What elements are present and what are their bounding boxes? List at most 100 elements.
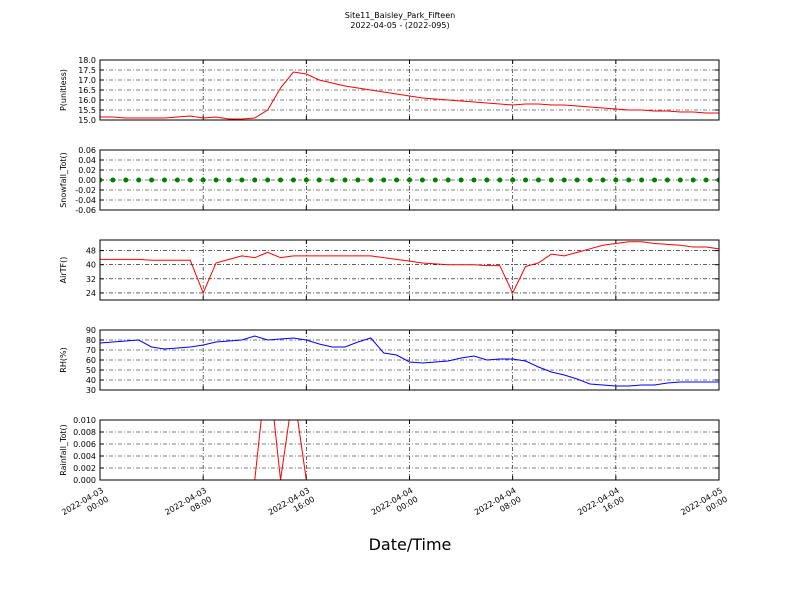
y-axis-label: Rainfall_Tot() xyxy=(59,424,68,476)
x-tick-label: 2022-04-0300:00 xyxy=(60,486,110,526)
plot-frame xyxy=(99,419,720,481)
data-point xyxy=(187,177,193,183)
y-axis-label: Snowfall_Tot() xyxy=(59,152,68,208)
data-point xyxy=(574,177,580,183)
data-point xyxy=(174,177,180,183)
data-point xyxy=(136,177,142,183)
y-tick-label: 0.010 xyxy=(73,416,96,425)
data-point xyxy=(226,177,232,183)
plot xyxy=(100,177,719,183)
x-tick-label: 2022-04-0408:00 xyxy=(473,486,523,526)
y-tick-label: 40 xyxy=(86,261,96,270)
data-point xyxy=(626,177,632,183)
data-point xyxy=(149,177,155,183)
data-point xyxy=(548,177,554,183)
data-point xyxy=(316,177,322,183)
y-tick-label: 15.0 xyxy=(78,116,96,125)
y-tick-label: 0.006 xyxy=(73,440,96,449)
data-point xyxy=(561,177,567,183)
data-point xyxy=(587,177,593,183)
data-point xyxy=(110,177,116,183)
y-tick-label: 18.0 xyxy=(78,56,96,65)
y-tick-label: 24 xyxy=(86,289,96,298)
y-tick-label: 0.06 xyxy=(78,146,96,155)
y-tick-label: -0.04 xyxy=(75,196,96,205)
data-line xyxy=(100,241,719,295)
data-point xyxy=(510,177,516,183)
data-point xyxy=(213,177,219,183)
y-tick-label: 0.002 xyxy=(73,464,96,473)
plot xyxy=(100,241,719,295)
y-axis-label: RH(%) xyxy=(59,347,68,372)
y-tick-label: 0.000 xyxy=(73,476,96,485)
data-point xyxy=(381,177,387,183)
y-tick-label: 48 xyxy=(86,247,96,256)
data-line xyxy=(100,335,719,387)
plot xyxy=(100,335,719,387)
plot xyxy=(100,71,719,120)
y-tick-label: 16.5 xyxy=(78,86,96,95)
plot-frame xyxy=(99,239,720,301)
chart-title: Site11_Baisley_Park_Fifteen xyxy=(345,11,455,20)
data-point xyxy=(613,177,619,183)
data-point xyxy=(445,177,451,183)
y-tick-label: -0.02 xyxy=(75,186,96,195)
data-point xyxy=(677,177,683,183)
data-point xyxy=(484,177,490,183)
data-point xyxy=(329,177,335,183)
y-tick-label: -0.06 xyxy=(75,206,96,215)
data-point xyxy=(497,177,503,183)
data-point xyxy=(355,177,361,183)
data-line xyxy=(100,71,719,120)
plot-frame xyxy=(99,59,720,121)
data-point xyxy=(600,177,606,183)
y-tick-label: 17.0 xyxy=(78,76,96,85)
x-axis-label: Date/Time xyxy=(369,535,452,554)
y-axis-label: P(unitless) xyxy=(59,69,68,111)
data-point xyxy=(432,177,438,183)
y-tick-label: 17.5 xyxy=(78,66,96,75)
data-point xyxy=(458,177,464,183)
chart-subtitle: 2022-04-05 - (2022-095) xyxy=(350,21,449,30)
data-point xyxy=(252,177,258,183)
data-point xyxy=(703,177,709,183)
y-tick-label: 0.008 xyxy=(73,428,96,437)
data-point xyxy=(368,177,374,183)
data-point xyxy=(123,177,129,183)
data-point xyxy=(407,177,412,183)
x-tick-label: 2022-04-0308:00 xyxy=(163,486,213,526)
data-point xyxy=(535,177,541,183)
plot-frame xyxy=(99,149,720,211)
y-tick-label: 0.004 xyxy=(73,452,96,461)
data-point xyxy=(278,177,284,183)
y-tick-label: 32 xyxy=(86,275,96,284)
data-point xyxy=(303,177,309,183)
data-point xyxy=(716,177,719,183)
x-tick-label: 2022-04-0416:00 xyxy=(576,486,626,526)
x-tick-label: 2022-04-0400:00 xyxy=(370,486,420,526)
data-point xyxy=(290,177,296,183)
plot-frame xyxy=(99,329,720,391)
y-tick-label: 15.5 xyxy=(78,106,96,115)
data-point xyxy=(690,177,696,183)
data-point xyxy=(342,177,348,183)
y-tick-label: 80 xyxy=(86,336,96,345)
data-point xyxy=(639,177,645,183)
x-tick-label: 2022-04-0500:00 xyxy=(679,486,729,526)
y-tick-label: 40 xyxy=(86,376,96,385)
y-tick-label: 30 xyxy=(86,386,96,395)
y-tick-label: 50 xyxy=(86,366,96,375)
y-tick-label: 16.0 xyxy=(78,96,96,105)
y-tick-label: 70 xyxy=(86,346,96,355)
y-tick-label: 0.02 xyxy=(78,166,96,175)
data-point xyxy=(523,177,529,183)
y-axis-label: AirTF() xyxy=(59,257,68,284)
data-point xyxy=(265,177,271,183)
data-point xyxy=(652,177,658,183)
data-point xyxy=(200,177,206,183)
data-point xyxy=(471,177,477,183)
data-point xyxy=(394,177,400,183)
data-point xyxy=(239,177,245,183)
data-point xyxy=(100,177,103,183)
